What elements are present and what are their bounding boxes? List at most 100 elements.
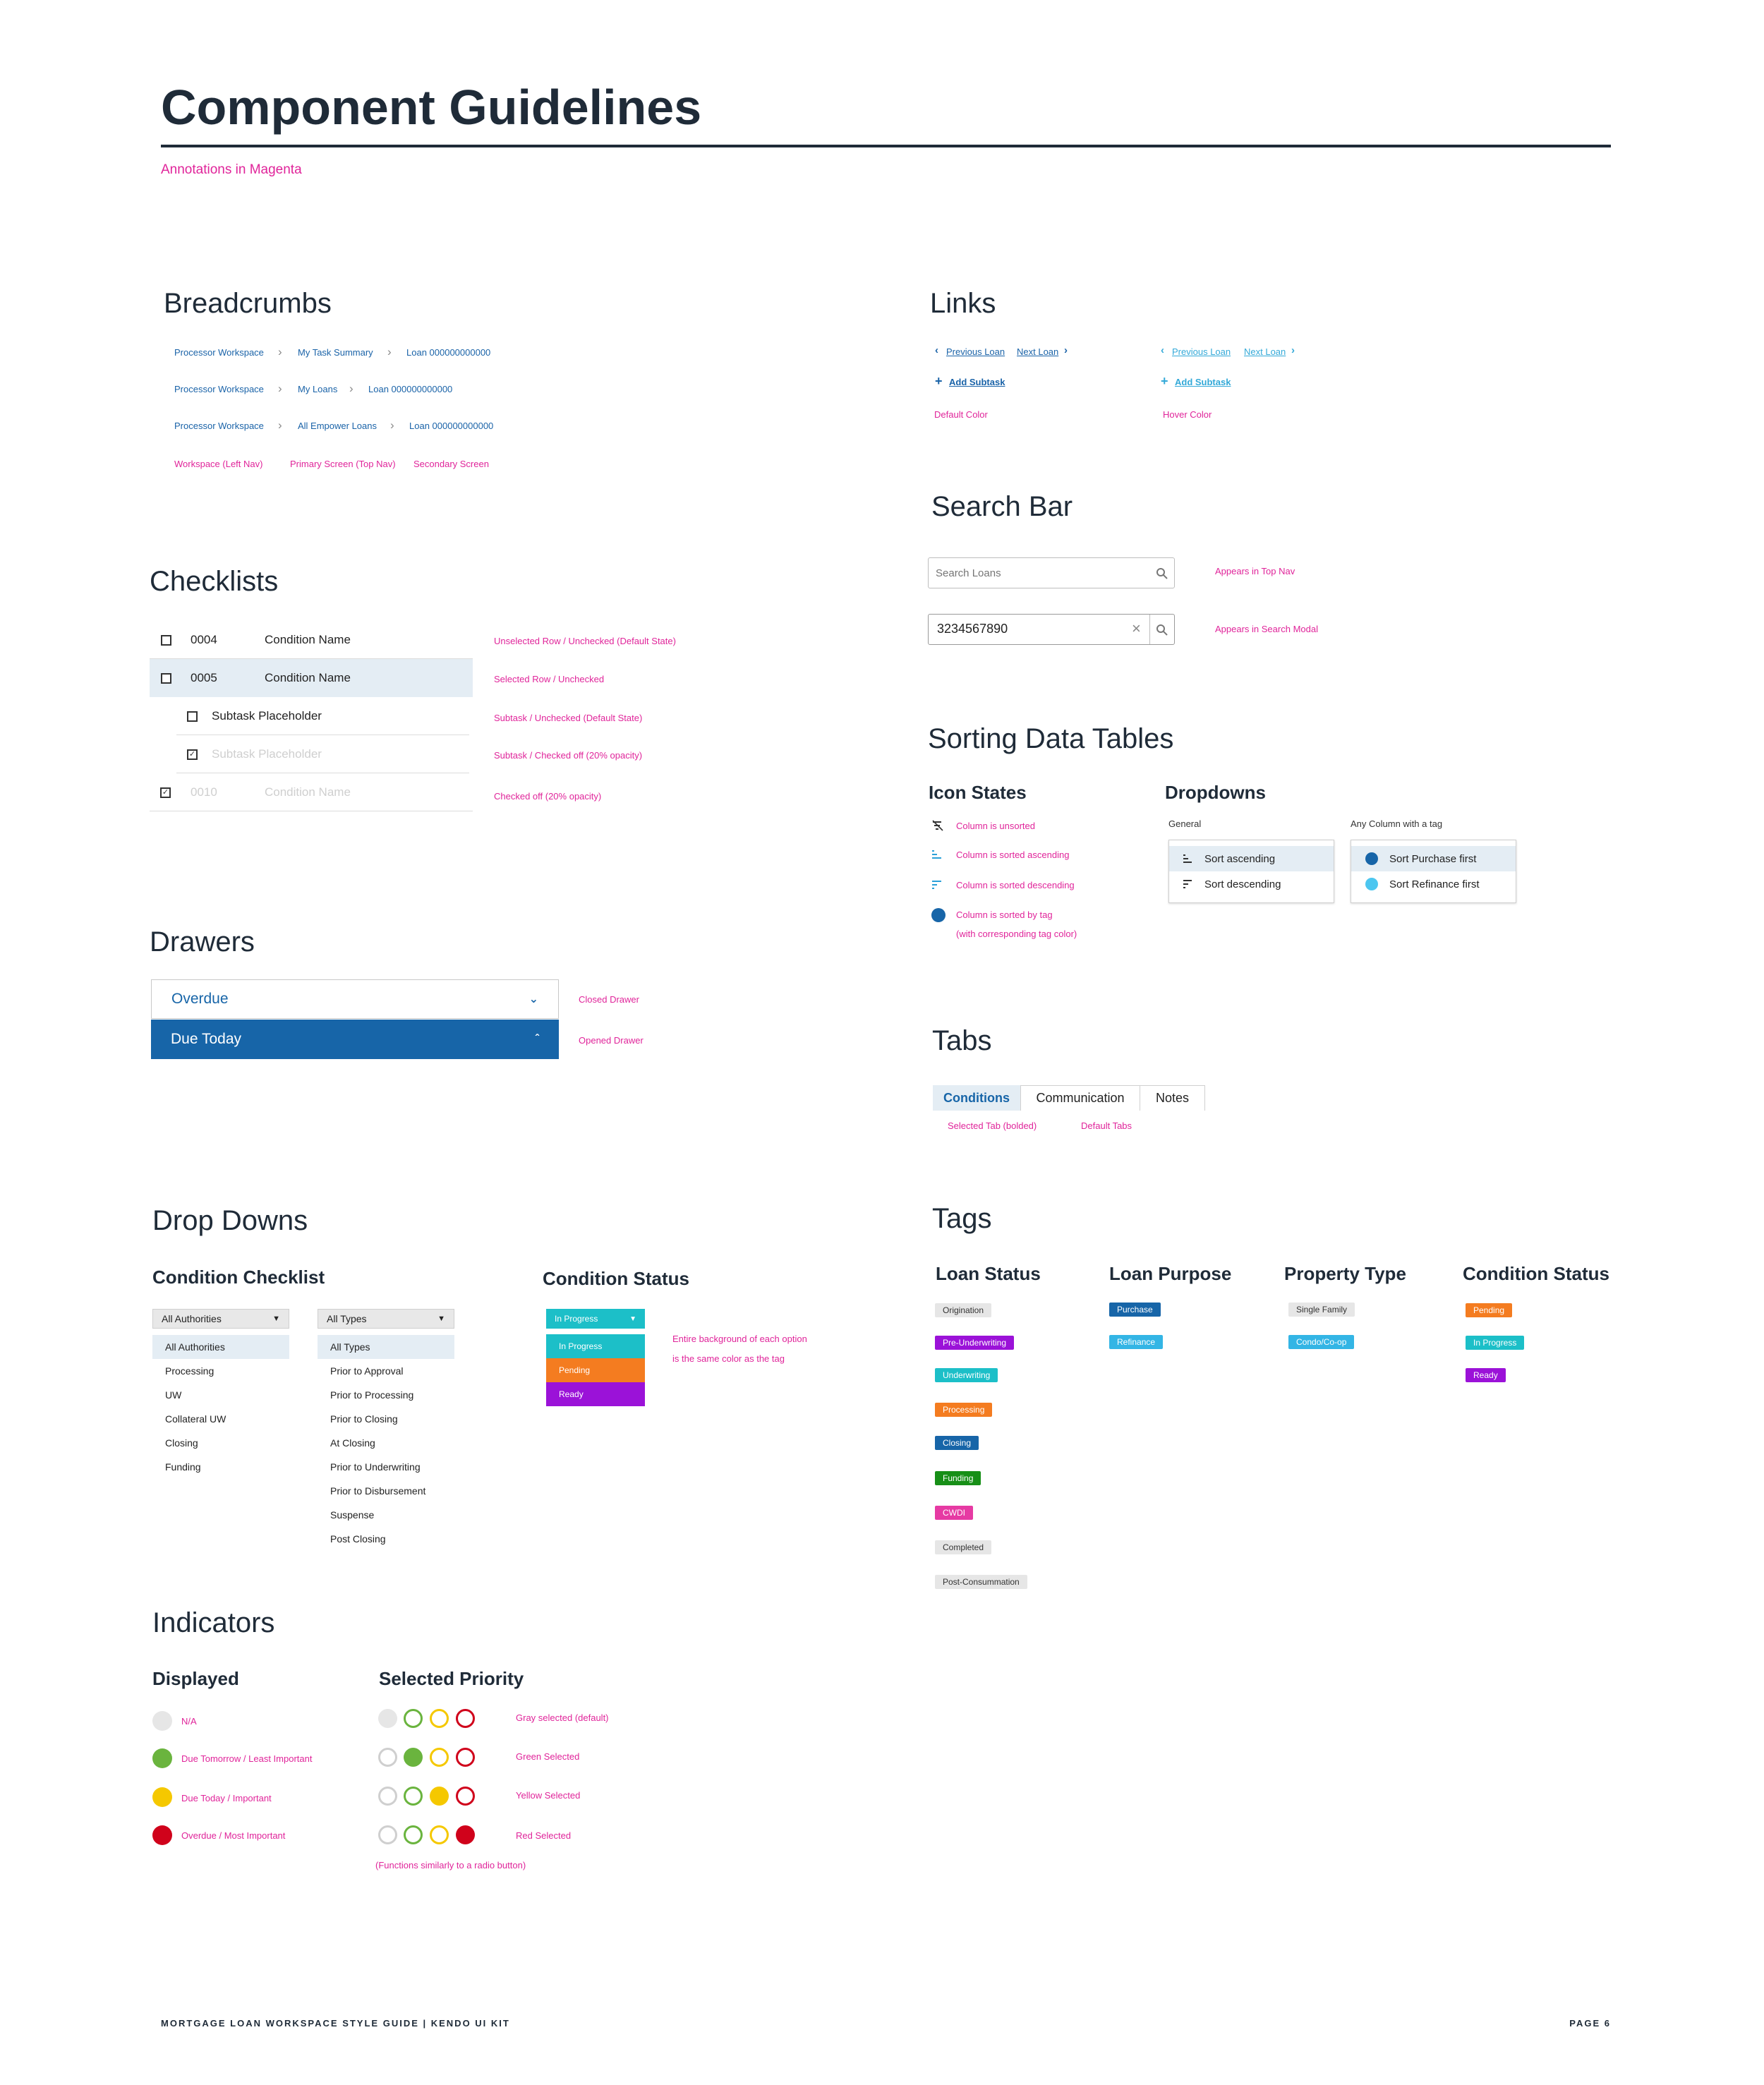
priority-red-icon[interactable] <box>456 1709 475 1728</box>
checklist-annotation: Subtask / Unchecked (Default State) <box>494 713 643 723</box>
condition-status-heading: Condition Status <box>543 1268 689 1289</box>
search-icon[interactable] <box>1156 567 1168 580</box>
breadcrumb-link[interactable]: My Task Summary <box>298 347 373 358</box>
breadcrumb-link[interactable]: Processor Workspace <box>174 421 264 431</box>
select-option[interactable]: Post Closing <box>330 1533 386 1545</box>
priority-green-icon[interactable] <box>404 1787 423 1806</box>
chevron-right-icon: › <box>278 345 282 358</box>
checkbox-checked[interactable]: ✓ <box>160 787 171 798</box>
select-option[interactable]: Prior to Approval <box>330 1365 404 1377</box>
tag-closing: Closing <box>935 1436 979 1450</box>
sort-ascending-option[interactable]: Sort ascending <box>1169 846 1334 871</box>
subtask-row[interactable]: Subtask Placeholder <box>176 697 469 735</box>
select-option[interactable]: At Closing <box>330 1437 375 1449</box>
select-option[interactable]: Prior to Disbursement <box>330 1485 426 1497</box>
types-select[interactable]: All Types ▼ <box>318 1309 454 1329</box>
previous-loan-link-hover[interactable]: Previous Loan <box>1172 346 1231 357</box>
checklist-row-checked[interactable]: ✓ 0010 Condition Name <box>150 773 473 811</box>
tag-pre-underwriting: Pre-Underwriting <box>935 1336 1015 1350</box>
priority-gray-icon[interactable] <box>378 1825 397 1844</box>
breadcrumb-link[interactable]: My Loans <box>298 384 338 394</box>
priority-radio-group <box>378 1825 477 1847</box>
checklist-row[interactable]: 0004 Condition Name <box>150 621 473 659</box>
priority-red-icon[interactable] <box>456 1787 475 1806</box>
types-options: All Types Prior to Approval Prior to Pro… <box>318 1335 454 1551</box>
breadcrumb-link[interactable]: Loan 000000000000 <box>409 421 494 431</box>
select-option[interactable]: Collateral UW <box>165 1413 226 1425</box>
drawer-open[interactable]: Due Today ˆ <box>151 1020 559 1059</box>
clear-icon[interactable]: × <box>1132 620 1141 637</box>
checkbox-unchecked[interactable] <box>161 673 171 684</box>
sort-descending-option[interactable]: Sort descending <box>1169 871 1334 897</box>
condition-status-select[interactable]: In Progress ▼ <box>546 1309 645 1329</box>
tab-label: Notes <box>1155 1091 1190 1105</box>
priority-red-icon[interactable] <box>456 1748 475 1767</box>
subtask-row-checked[interactable]: ✓ Subtask Placeholder <box>176 735 469 773</box>
indicator-green-icon <box>152 1748 172 1768</box>
previous-loan-link[interactable]: Previous Loan <box>946 346 1005 357</box>
select-option[interactable]: UW <box>165 1389 182 1401</box>
search-icon[interactable] <box>1156 624 1168 636</box>
select-option[interactable]: Processing <box>165 1365 215 1377</box>
priority-yellow-selected-icon[interactable] <box>430 1787 449 1806</box>
status-option-pending[interactable]: Pending <box>546 1358 645 1382</box>
priority-green-selected-icon[interactable] <box>404 1748 423 1767</box>
next-loan-link-hover[interactable]: Next Loan <box>1244 346 1286 357</box>
priority-green-icon[interactable] <box>404 1825 423 1844</box>
priority-annotation: Green Selected <box>516 1751 580 1762</box>
breadcrumb-link[interactable]: All Empower Loans <box>298 421 377 431</box>
priority-gray-icon[interactable] <box>378 1787 397 1806</box>
search-input[interactable] <box>936 565 1140 581</box>
sort-purchase-option[interactable]: Sort Purchase first <box>1351 846 1516 871</box>
select-option[interactable]: Funding <box>165 1461 201 1473</box>
select-option[interactable]: Suspense <box>330 1509 375 1521</box>
search-modal-annotation: Appears in Search Modal <box>1215 624 1318 634</box>
chevron-right-icon: › <box>349 382 354 395</box>
tag-condition-status-heading: Condition Status <box>1463 1263 1609 1284</box>
priority-red-selected-icon[interactable] <box>456 1825 475 1844</box>
next-loan-link[interactable]: Next Loan <box>1017 346 1059 357</box>
priority-gray-icon[interactable] <box>378 1748 397 1767</box>
sort-state-sublabel: (with corresponding tag color) <box>956 929 1077 939</box>
select-option[interactable]: Closing <box>165 1437 198 1449</box>
checkbox-checked[interactable]: ✓ <box>187 749 198 760</box>
breadcrumb-link[interactable]: Loan 000000000000 <box>368 384 453 394</box>
condition-checklist-heading: Condition Checklist <box>152 1267 325 1288</box>
select-option-selected[interactable]: All Authorities <box>152 1335 289 1359</box>
chevron-right-icon: › <box>278 382 282 395</box>
sort-state-label: Column is unsorted <box>956 821 1035 831</box>
chevron-right-icon: › <box>387 345 392 358</box>
breadcrumb-link[interactable]: Processor Workspace <box>174 384 264 394</box>
breadcrumb-annotation: Primary Screen (Top Nav) <box>290 459 396 469</box>
breadcrumb-link[interactable]: Processor Workspace <box>174 347 264 358</box>
select-option[interactable]: Prior to Underwriting <box>330 1461 421 1473</box>
priority-yellow-icon[interactable] <box>430 1709 449 1728</box>
breadcrumb-link[interactable]: Loan 000000000000 <box>406 347 491 358</box>
checklist-row-selected[interactable]: 0005 Condition Name <box>150 659 473 697</box>
title-rule <box>161 145 1611 147</box>
drawer-closed[interactable]: Overdue ⌄ <box>151 979 559 1019</box>
add-subtask-link-hover[interactable]: Add Subtask <box>1175 377 1231 387</box>
tab-conditions[interactable]: Conditions <box>933 1085 1020 1111</box>
search-modal-value[interactable]: 3234567890 <box>937 622 1008 636</box>
priority-green-icon[interactable] <box>404 1709 423 1728</box>
property-type-heading: Property Type <box>1284 1263 1406 1284</box>
status-option-in-progress[interactable]: In Progress <box>546 1334 645 1358</box>
checkbox-unchecked[interactable] <box>161 635 171 646</box>
priority-gray-selected-icon[interactable] <box>378 1709 397 1728</box>
priority-yellow-icon[interactable] <box>430 1748 449 1767</box>
status-option-ready[interactable]: Ready <box>546 1382 645 1406</box>
select-option-selected[interactable]: All Types <box>318 1335 454 1359</box>
select-option[interactable]: Prior to Processing <box>330 1389 414 1401</box>
priority-yellow-icon[interactable] <box>430 1825 449 1844</box>
plus-icon: + <box>935 374 943 388</box>
priority-annotation: Gray selected (default) <box>516 1712 609 1723</box>
sort-refinance-option[interactable]: Sort Refinance first <box>1351 871 1516 897</box>
tag-completed: Completed <box>935 1540 992 1554</box>
checkbox-unchecked[interactable] <box>187 711 198 722</box>
tab-communication[interactable]: Communication <box>1020 1085 1140 1111</box>
authorities-select[interactable]: All Authorities ▼ <box>152 1309 289 1329</box>
add-subtask-link[interactable]: Add Subtask <box>949 377 1005 387</box>
tab-notes[interactable]: Notes <box>1140 1085 1205 1111</box>
select-option[interactable]: Prior to Closing <box>330 1413 398 1425</box>
